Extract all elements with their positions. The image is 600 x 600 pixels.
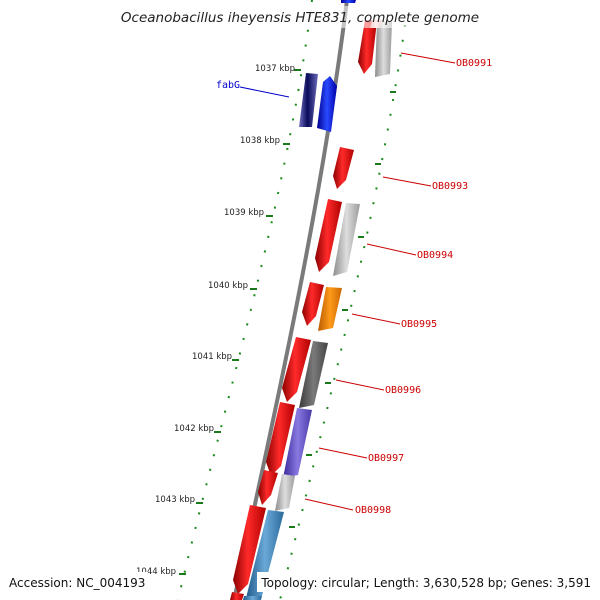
- leader-line: [400, 52, 456, 64]
- gene-block[interactable]: [318, 287, 342, 331]
- gene-label[interactable]: OB0998: [355, 505, 391, 516]
- strand-ticks: [289, 91, 396, 528]
- scale-tick-label: 1040 kbp: [208, 281, 248, 291]
- gene-labels: fabG OB0991 OB0993 OB0994 OB0995 OB0996 …: [216, 58, 492, 516]
- scale-tick-label: 1041 kbp: [192, 352, 232, 362]
- leader-line: [318, 447, 368, 459]
- forward-strand-genes: [230, 20, 377, 600]
- footer-backdrop-left: [4, 572, 148, 592]
- gene-label[interactable]: OB0997: [368, 453, 404, 464]
- gene-label[interactable]: OB0995: [401, 319, 437, 330]
- leader-line: [366, 243, 417, 256]
- gene-arrow[interactable]: [258, 470, 278, 505]
- gene-arrow[interactable]: [358, 20, 377, 74]
- gc-content-track-outer: [279, 24, 406, 600]
- gene-block[interactable]: [243, 596, 262, 600]
- scale-tick-label: 1039 kbp: [224, 208, 264, 218]
- scale-tick-label: 1037 kbp: [255, 64, 295, 74]
- gene-label-fabg[interactable]: fabG: [216, 80, 240, 91]
- gene-label[interactable]: OB0993: [432, 181, 468, 192]
- gene-label-leaders: [239, 52, 456, 511]
- leader-line: [335, 379, 385, 391]
- leader-line: [351, 313, 401, 325]
- gene-block[interactable]: [333, 203, 360, 276]
- gene-block[interactable]: [283, 408, 312, 478]
- gene-arrow[interactable]: [230, 592, 244, 600]
- gene-arrow[interactable]: [266, 402, 295, 476]
- gene-block[interactable]: [341, 0, 356, 3]
- gene-arrow[interactable]: [315, 199, 342, 272]
- gene-block[interactable]: [375, 21, 392, 77]
- gene-arrow[interactable]: [302, 282, 324, 326]
- scale-tick-label: 1044 kbp: [136, 567, 176, 577]
- scale-ticks: 1037 kbp 1038 kbp 1039 kbp 1040 kbp 1041…: [136, 64, 301, 577]
- footer-backdrop-right: [257, 572, 596, 592]
- gene-block[interactable]: [275, 474, 295, 511]
- genome-summary-text: Topology: circular; Length: 3,630,528 bp…: [260, 576, 591, 590]
- gene-label[interactable]: OB0991: [456, 58, 492, 69]
- accession-text: Accession: NC_004193: [9, 576, 145, 590]
- gene-block[interactable]: [299, 73, 318, 127]
- gene-label[interactable]: OB0996: [385, 385, 421, 396]
- leader-line: [382, 176, 432, 187]
- reverse-strand-genes: [243, 0, 392, 600]
- title-backdrop: [118, 6, 482, 28]
- gene-block[interactable]: [299, 341, 328, 408]
- gene-arrow[interactable]: [333, 147, 354, 189]
- gc-content-track-inner: [177, 0, 313, 600]
- scale-tick-label: 1038 kbp: [240, 136, 280, 146]
- gene-arrow-fabg[interactable]: [317, 76, 337, 132]
- gene-label[interactable]: OB0994: [417, 250, 453, 261]
- leader-line: [239, 86, 290, 98]
- scale-tick-label: 1043 kbp: [155, 495, 195, 505]
- gene-arrow[interactable]: [282, 337, 311, 402]
- map-title: Oceanobacillus iheyensis HTE831, complet…: [121, 10, 479, 26]
- scale-tick-label: 1042 kbp: [174, 424, 214, 434]
- gene-block[interactable]: [246, 510, 284, 598]
- leader-line: [304, 498, 354, 511]
- gene-arrow[interactable]: [233, 505, 266, 594]
